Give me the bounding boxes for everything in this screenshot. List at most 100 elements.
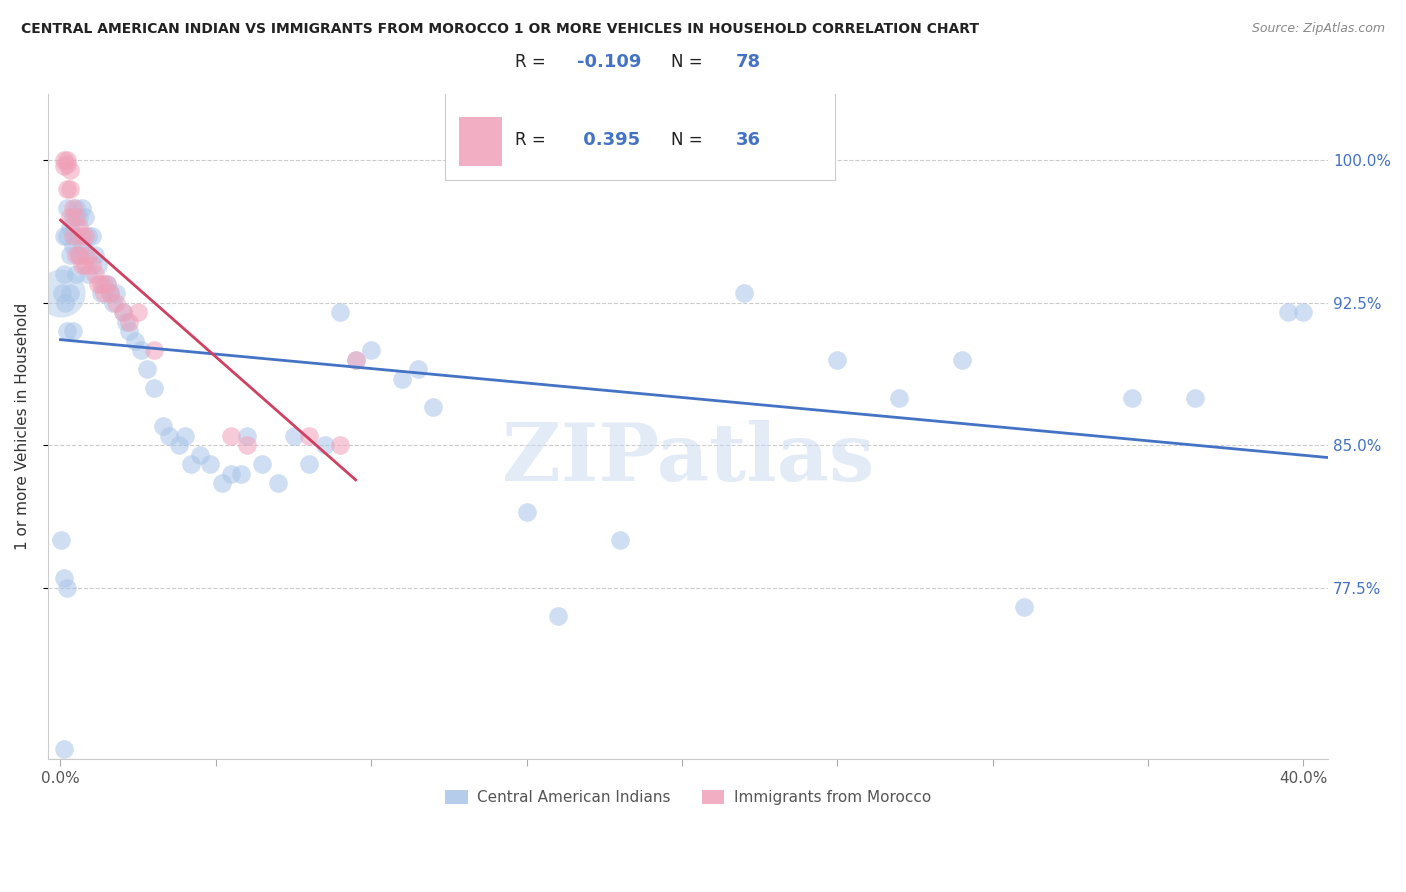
Text: ZIPatlas: ZIPatlas — [502, 420, 875, 499]
Point — [87, 277, 110, 291]
Point — [329, 438, 352, 452]
Point — [83, 267, 105, 281]
Point — [180, 457, 202, 471]
Point — [90, 277, 112, 291]
Point — [70, 258, 93, 272]
Point — [298, 457, 321, 471]
Point — [65, 229, 87, 244]
Point — [59, 219, 82, 234]
Point — [67, 210, 90, 224]
Point — [52, 159, 75, 173]
Point — [406, 362, 429, 376]
Point — [55, 181, 77, 195]
Point — [1012, 599, 1035, 614]
Point — [609, 533, 631, 548]
Text: N =: N = — [672, 131, 709, 149]
Point — [188, 448, 211, 462]
Point — [52, 267, 75, 281]
Point — [103, 295, 125, 310]
Text: R =: R = — [515, 131, 551, 149]
Point — [77, 267, 100, 281]
Point — [825, 352, 848, 367]
Text: 0.395: 0.395 — [576, 131, 640, 149]
Point — [298, 428, 321, 442]
Point — [889, 391, 911, 405]
Point — [221, 467, 243, 481]
Point — [59, 286, 82, 301]
Text: R =: R = — [515, 53, 551, 70]
Point — [118, 315, 141, 329]
Point — [62, 210, 84, 224]
Point — [93, 277, 115, 291]
Point — [55, 324, 77, 338]
Point — [70, 229, 93, 244]
Text: CENTRAL AMERICAN INDIAN VS IMMIGRANTS FROM MOROCCO 1 OR MORE VEHICLES IN HOUSEHO: CENTRAL AMERICAN INDIAN VS IMMIGRANTS FR… — [21, 22, 979, 37]
Point — [236, 438, 259, 452]
Point — [173, 428, 195, 442]
Point — [62, 324, 84, 338]
Point — [59, 181, 82, 195]
Point — [344, 352, 367, 367]
Point — [733, 286, 755, 301]
Point — [118, 324, 141, 338]
Point — [49, 533, 72, 548]
Point — [75, 229, 97, 244]
Point — [229, 467, 252, 481]
Point — [1184, 391, 1206, 405]
Point — [55, 229, 77, 244]
Point — [67, 248, 90, 262]
Point — [77, 229, 100, 244]
Point — [93, 286, 115, 301]
Point — [52, 742, 75, 756]
Point — [96, 277, 118, 291]
Point — [142, 343, 165, 357]
Text: -0.109: -0.109 — [576, 53, 641, 70]
Point — [1277, 305, 1299, 319]
Point — [1292, 305, 1315, 319]
Point — [314, 438, 336, 452]
Point — [65, 201, 87, 215]
Point — [167, 438, 190, 452]
Point — [55, 157, 77, 171]
Point — [59, 210, 82, 224]
Point — [62, 238, 84, 252]
Point — [96, 277, 118, 291]
Point — [62, 201, 84, 215]
Point — [98, 286, 121, 301]
Text: 36: 36 — [735, 131, 761, 149]
Point — [114, 315, 136, 329]
Point — [136, 362, 159, 376]
Point — [55, 153, 77, 167]
Point — [59, 162, 82, 177]
Point — [344, 352, 367, 367]
Point — [124, 334, 146, 348]
Point — [157, 428, 180, 442]
Point — [53, 295, 76, 310]
Point — [391, 371, 413, 385]
Y-axis label: 1 or more Vehicles in Household: 1 or more Vehicles in Household — [15, 302, 30, 549]
Point — [80, 229, 103, 244]
Point — [55, 581, 77, 595]
Point — [198, 457, 221, 471]
FancyBboxPatch shape — [444, 21, 835, 180]
Point — [51, 286, 73, 301]
Point — [75, 210, 97, 224]
Point — [105, 286, 128, 301]
Point — [55, 201, 77, 215]
FancyBboxPatch shape — [458, 39, 502, 88]
Point — [950, 352, 973, 367]
Point — [1121, 391, 1143, 405]
Point — [283, 428, 305, 442]
Point — [221, 428, 243, 442]
Point — [90, 286, 112, 301]
Point — [267, 476, 290, 491]
FancyBboxPatch shape — [458, 118, 502, 166]
Point — [62, 229, 84, 244]
Point — [70, 238, 93, 252]
Point — [152, 419, 174, 434]
Point — [70, 201, 93, 215]
Text: Source: ZipAtlas.com: Source: ZipAtlas.com — [1251, 22, 1385, 36]
Point — [547, 609, 569, 624]
Text: N =: N = — [672, 53, 709, 70]
Point — [77, 248, 100, 262]
